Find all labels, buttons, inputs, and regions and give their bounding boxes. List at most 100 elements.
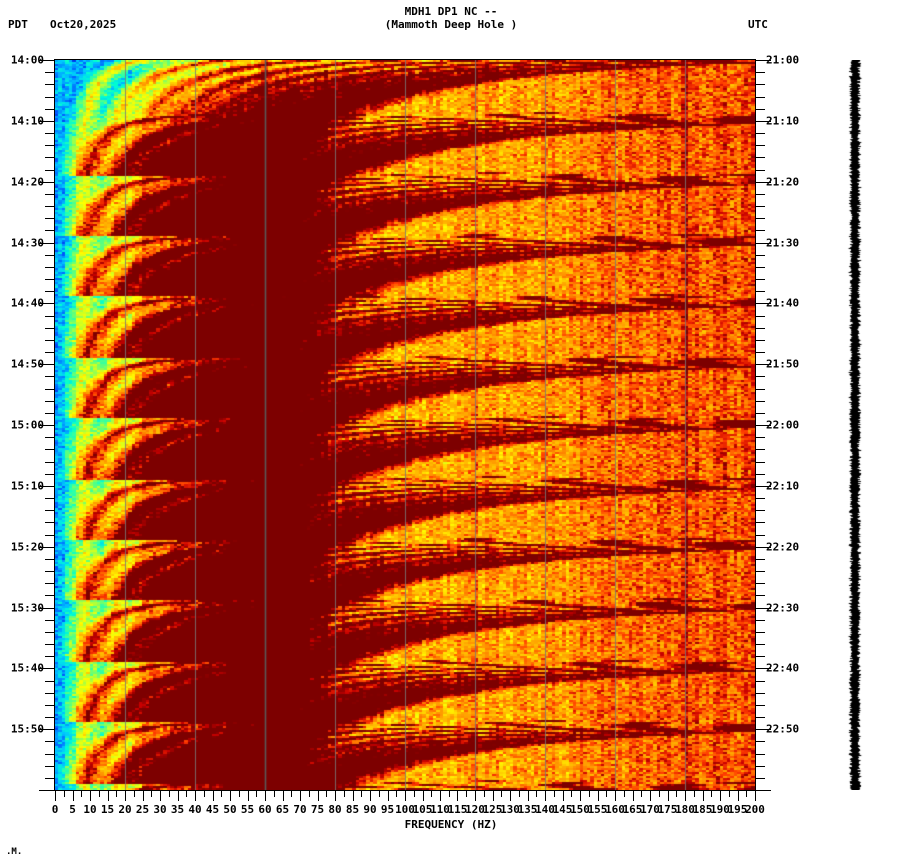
x-tick-major <box>405 791 406 801</box>
x-tick-major <box>248 791 249 801</box>
y-tick-minor-right <box>756 157 765 159</box>
x-tick-major <box>388 791 389 801</box>
x-tick-major <box>55 791 56 801</box>
x-tick-major <box>738 791 739 801</box>
y-tick-minor-left <box>45 339 54 341</box>
y-tick-minor-right <box>756 680 765 682</box>
x-tick-major <box>335 791 336 801</box>
x-tick-minor <box>449 791 450 797</box>
spectrogram-plot <box>55 60 755 790</box>
y-tick-minor-left <box>45 522 54 524</box>
y-tick-minor-left <box>45 291 54 293</box>
y-tick-minor-right <box>756 631 765 633</box>
y-tick-minor-left <box>45 72 54 74</box>
y-tick-major-right <box>756 790 771 791</box>
x-tick-minor <box>659 791 660 797</box>
y-tick-major-right <box>756 668 771 670</box>
y-tick-minor-left <box>45 595 54 597</box>
y-tick-major-right <box>756 303 771 305</box>
y-tick-minor-right <box>756 352 765 353</box>
y-tick-minor-left <box>45 157 54 159</box>
x-tick-major <box>457 791 458 801</box>
x-tick-minor <box>256 791 257 797</box>
y-tick-minor-left <box>45 473 54 475</box>
y-axis-label-utc: 22:40 <box>766 661 800 675</box>
y-tick-minor-left <box>45 619 54 621</box>
y-tick-major-left <box>39 485 54 487</box>
x-axis-label: 175 <box>657 803 678 816</box>
timezone-right-label: UTC <box>748 18 768 31</box>
x-tick-major <box>440 791 441 801</box>
y-tick-major-right <box>756 485 771 487</box>
x-axis-label: 165 <box>622 803 643 816</box>
x-axis-label: 110 <box>430 803 450 816</box>
x-axis-label: 155 <box>587 803 608 816</box>
y-tick-minor-left <box>45 218 54 220</box>
x-tick-minor <box>589 791 590 797</box>
y-tick-minor-right <box>756 96 765 98</box>
y-axis-label-pdt: 14:40 <box>10 296 44 310</box>
y-tick-minor-left <box>45 352 54 353</box>
y-tick-minor-right <box>756 522 765 524</box>
y-axis-label-utc: 21:50 <box>766 357 800 371</box>
x-tick-major <box>230 791 231 801</box>
x-tick-minor <box>134 791 135 797</box>
x-tick-minor <box>239 791 240 797</box>
y-tick-minor-right <box>756 339 765 341</box>
x-tick-major <box>633 791 634 801</box>
x-tick-major <box>685 791 686 801</box>
x-axis-label: 180 <box>675 803 695 816</box>
y-tick-minor-right <box>756 534 765 536</box>
y-tick-major-right <box>756 546 771 548</box>
y-tick-minor-right <box>756 145 765 147</box>
y-tick-minor-right <box>756 571 765 572</box>
axis-line-top <box>54 59 756 60</box>
y-tick-minor-right <box>756 315 765 317</box>
y-tick-minor-right <box>756 473 765 475</box>
x-tick-minor <box>64 791 65 797</box>
x-tick-minor <box>501 791 502 797</box>
y-axis-label-utc: 22:30 <box>766 601 800 614</box>
y-tick-minor-left <box>45 704 54 706</box>
x-axis-label: 35 <box>170 803 185 816</box>
x-axis-label: 130 <box>500 803 520 816</box>
x-axis-label: 115 <box>447 803 468 816</box>
date-label: Oct20,2025 <box>50 18 117 31</box>
y-tick-minor-left <box>45 777 54 779</box>
x-tick-major <box>73 791 74 801</box>
x-tick-major <box>528 791 529 801</box>
y-tick-minor-left <box>45 96 54 98</box>
x-tick-minor <box>606 791 607 797</box>
x-axis-label: 135 <box>517 803 538 816</box>
y-tick-major-left <box>39 607 54 609</box>
y-tick-major-left <box>39 668 54 670</box>
y-tick-minor-right <box>756 437 765 439</box>
y-axis-label-pdt: 15:00 <box>10 418 44 432</box>
y-tick-minor-right <box>756 449 765 451</box>
y-axis-label-pdt: 15:50 <box>10 722 44 736</box>
y-axis-label-pdt: 15:30 <box>10 601 44 614</box>
x-tick-minor <box>554 791 555 797</box>
x-axis-label: 190 <box>710 803 730 816</box>
y-tick-minor-right <box>756 692 765 694</box>
y-axis-label-pdt: 14:20 <box>10 175 44 189</box>
y-tick-minor-left <box>45 108 54 110</box>
y-axis-label-utc: 21:00 <box>766 53 800 67</box>
x-tick-minor <box>396 791 397 797</box>
x-tick-minor <box>431 791 432 797</box>
y-tick-minor-right <box>756 206 765 207</box>
x-axis-label: 140 <box>535 803 555 816</box>
x-tick-major <box>265 791 266 801</box>
amplitude-trace-canvas <box>845 60 867 790</box>
x-tick-minor <box>186 791 187 797</box>
x-tick-minor <box>221 791 222 797</box>
x-tick-minor <box>379 791 380 797</box>
y-tick-minor-left <box>45 230 54 232</box>
y-axis-label-utc: 21:10 <box>766 114 800 128</box>
y-tick-minor-right <box>756 412 765 414</box>
y-tick-major-left <box>39 60 54 61</box>
x-tick-minor <box>291 791 292 797</box>
x-tick-minor <box>571 791 572 797</box>
x-tick-major <box>493 791 494 801</box>
y-tick-minor-left <box>45 376 54 378</box>
